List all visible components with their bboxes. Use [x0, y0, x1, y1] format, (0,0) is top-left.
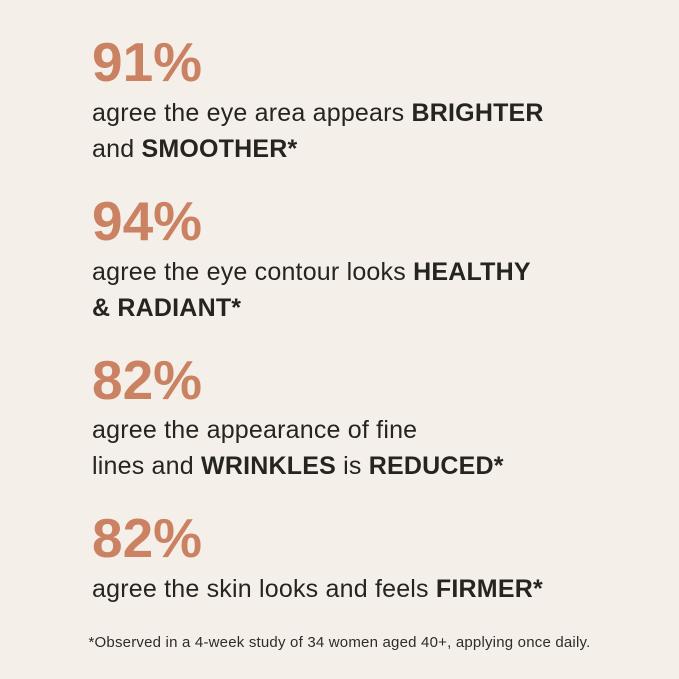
footnote: *Observed in a 4-week study of 34 women …	[88, 634, 591, 651]
stat-percentage: 94%	[92, 189, 203, 252]
stat-description-line: and SMOOTHER*	[92, 131, 679, 167]
stat-description-line: agree the eye contour looks HEALTHY	[92, 254, 679, 290]
stat-description-line: agree the eye area appears BRIGHTER	[92, 95, 679, 131]
stat-keyword: REDUCED*	[368, 452, 504, 481]
stat-text: is	[335, 452, 369, 481]
stat-text: agree the eye contour looks	[92, 257, 414, 286]
stat-description: agree the appearance of fine lines and WR…	[92, 412, 679, 484]
stat-block: 94% agree the eye contour looks HEALTHY & …	[92, 189, 679, 326]
stat-description-line: & RADIANT*	[92, 290, 679, 326]
stat-block: 82% agree the skin looks and feels FIRMER…	[92, 507, 679, 607]
stat-keyword: & RADIANT*	[92, 293, 242, 322]
stat-description-line: agree the skin looks and feels FIRMER*	[92, 571, 679, 607]
stat-text: agree the skin looks and feels	[92, 575, 436, 603]
stat-keyword: SMOOTHER*	[141, 134, 298, 163]
stat-percentage: 91%	[92, 31, 203, 93]
stats-list: 91% agree the eye area appears BRIGHTER an…	[92, 31, 679, 607]
stat-percentage: 82%	[92, 507, 203, 570]
stat-description: agree the skin looks and feels FIRMER*	[92, 571, 679, 607]
stat-keyword: HEALTHY	[413, 257, 531, 286]
stat-block: 82% agree the appearance of fine lines and…	[92, 348, 679, 485]
stat-description: agree the eye contour looks HEALTHY & RAD…	[92, 254, 679, 326]
stat-description: agree the eye area appears BRIGHTER and S…	[92, 95, 679, 167]
stat-keyword: FIRMER*	[435, 575, 543, 603]
stat-text: agree the eye area appears	[92, 98, 412, 127]
stat-text: and	[92, 134, 142, 163]
stat-keyword: BRIGHTER	[411, 98, 544, 127]
stat-description-line: lines and WRINKLES is REDUCED*	[92, 448, 679, 484]
stat-keyword: WRINKLES	[201, 452, 336, 481]
stat-description-line: agree the appearance of fine	[92, 412, 679, 448]
stat-block: 91% agree the eye area appears BRIGHTER an…	[92, 31, 679, 167]
stat-text: lines and	[92, 452, 202, 481]
stat-percentage: 82%	[92, 348, 203, 411]
stat-text: agree the appearance of fine	[92, 416, 418, 445]
